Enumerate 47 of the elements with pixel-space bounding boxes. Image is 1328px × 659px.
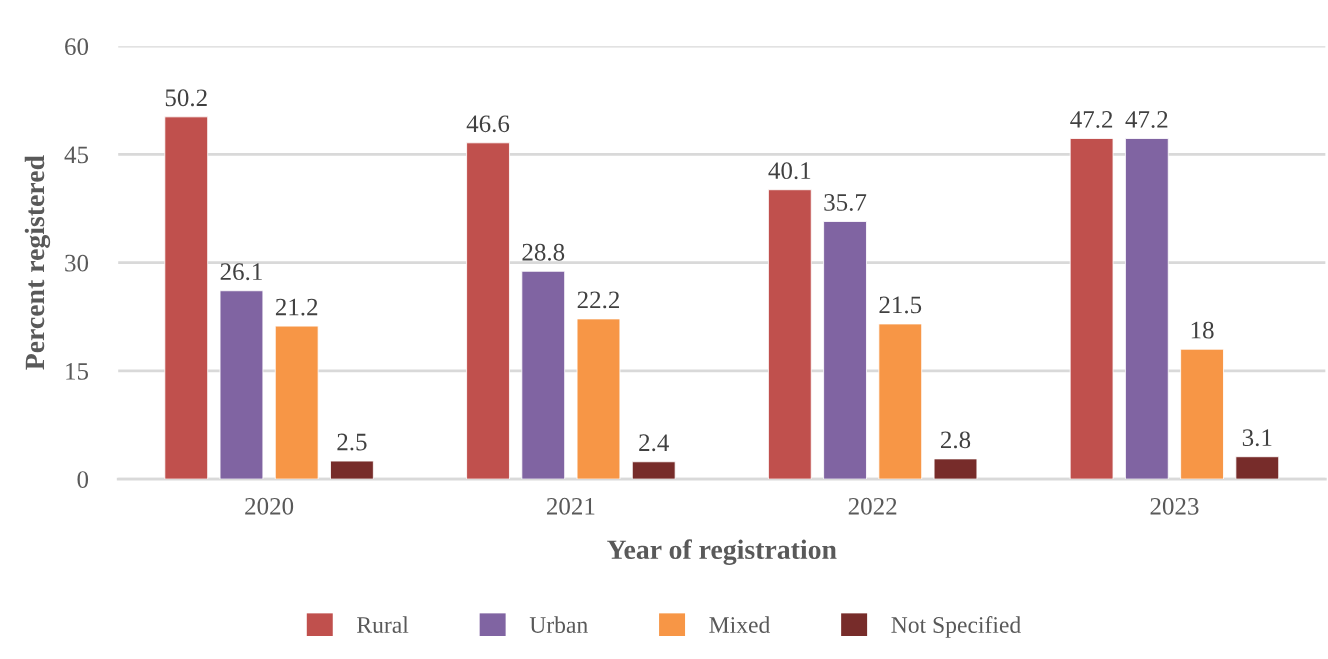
y-tick-label: 30 bbox=[65, 254, 89, 272]
legend-label: Mixed bbox=[709, 616, 771, 633]
legend-label: Not Specified bbox=[891, 616, 1021, 638]
bar bbox=[164, 116, 209, 480]
bar bbox=[1124, 138, 1169, 480]
data-label: 26.1 bbox=[220, 263, 262, 281]
data-label: 40.1 bbox=[768, 162, 811, 180]
x-tick-label: 2021 bbox=[546, 497, 595, 515]
bar bbox=[521, 270, 566, 480]
bar bbox=[631, 461, 676, 480]
data-label: 22.2 bbox=[577, 291, 619, 309]
bar bbox=[466, 142, 510, 480]
x-tick-label: 2020 bbox=[245, 497, 294, 515]
y-tick-label: 15 bbox=[66, 363, 89, 380]
data-label: 2.4 bbox=[639, 434, 669, 452]
data-label: 21.5 bbox=[879, 296, 922, 314]
bar bbox=[767, 189, 812, 480]
y-tick-label: 45 bbox=[64, 146, 89, 164]
bar bbox=[219, 290, 264, 480]
x-axis-title: Year of registration bbox=[607, 539, 837, 565]
x-tick-label: 2022 bbox=[848, 497, 897, 515]
data-label: 28.8 bbox=[522, 243, 565, 261]
bar bbox=[878, 323, 923, 480]
bar bbox=[1069, 138, 1114, 480]
data-label: 46.6 bbox=[466, 115, 510, 133]
data-label: 50.2 bbox=[165, 89, 207, 107]
data-label: 18 bbox=[1191, 321, 1214, 339]
data-label: 2.8 bbox=[940, 431, 971, 449]
bar bbox=[933, 458, 978, 480]
data-label: 35.7 bbox=[824, 194, 867, 211]
data-label: 47.2 bbox=[1125, 111, 1168, 128]
x-tick-label: 2023 bbox=[1150, 497, 1199, 515]
y-axis-title: Percent registered bbox=[24, 155, 51, 370]
data-label: 2.5 bbox=[337, 433, 367, 451]
bar bbox=[274, 325, 319, 480]
bar bbox=[1180, 348, 1224, 480]
bar bbox=[823, 221, 867, 480]
data-label: 3.1 bbox=[1242, 429, 1272, 447]
bar bbox=[1235, 456, 1280, 480]
legend-label: Rural bbox=[357, 616, 409, 633]
data-label: 47.2 bbox=[1070, 111, 1113, 128]
y-tick-label: 60 bbox=[65, 38, 89, 56]
bar bbox=[576, 318, 621, 480]
legend-label: Urban bbox=[529, 616, 588, 633]
y-tick-label: 0 bbox=[77, 471, 89, 489]
bar bbox=[330, 460, 374, 480]
data-label: 21.2 bbox=[275, 298, 318, 316]
